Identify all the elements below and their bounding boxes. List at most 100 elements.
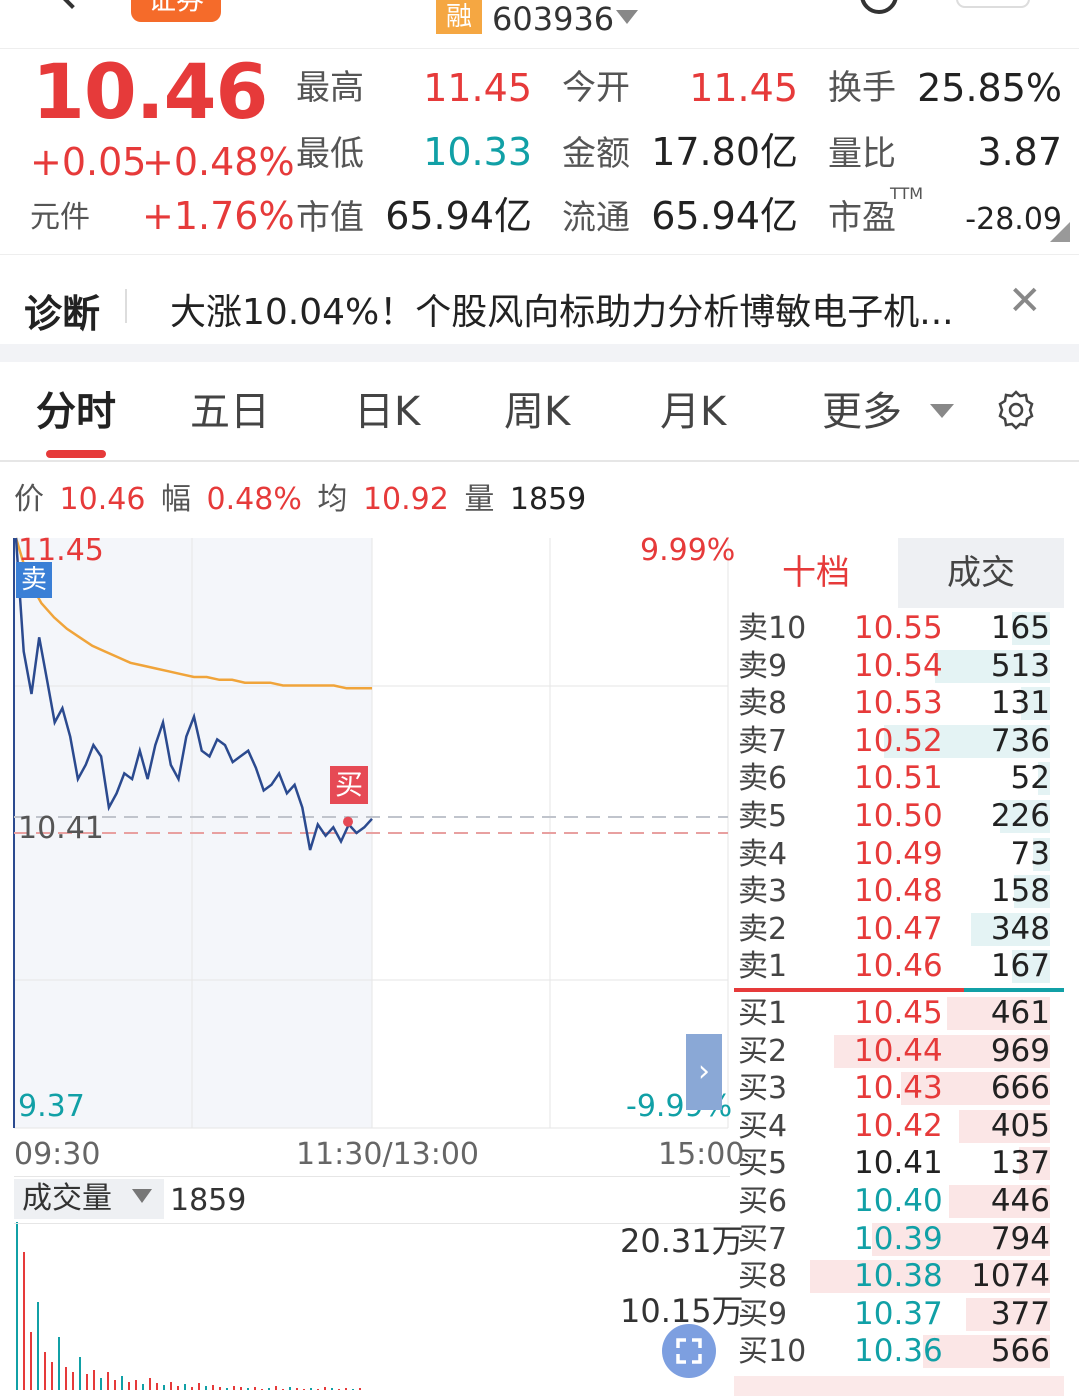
- diagnosis-bar[interactable]: 诊断 大涨10.04%！个股风向标助力分析博敏电子机... ✕: [0, 254, 1079, 345]
- top-bar: 证券 融 603936: [0, 0, 1079, 49]
- float-cap-label: 流通: [562, 198, 630, 238]
- search-icon[interactable]: [860, 0, 898, 14]
- unit-label: 元件: [30, 200, 90, 235]
- sell-row[interactable]: 卖9 10.54 513: [734, 648, 1064, 685]
- buy-row[interactable]: 买9 10.37 377: [734, 1296, 1064, 1333]
- amount-label: 金额: [562, 134, 630, 174]
- tab-more[interactable]: 更多: [822, 389, 902, 435]
- pe-value: -28.09: [965, 202, 1062, 237]
- buy-price: 10.43: [854, 1070, 943, 1107]
- close-icon[interactable]: ✕: [1008, 278, 1042, 324]
- sell-row[interactable]: 卖6 10.51 52: [734, 760, 1064, 797]
- volume-bar: [317, 1389, 319, 1390]
- expand-corner-icon[interactable]: [1050, 222, 1070, 242]
- sell-volume: 131: [990, 685, 1050, 722]
- buy-volume: 377: [990, 1295, 1050, 1332]
- intraday-chart[interactable]: [0, 530, 730, 1390]
- average-price-line: [14, 537, 372, 690]
- caret-down-icon[interactable]: [930, 404, 954, 418]
- low-label: 最低: [296, 134, 364, 174]
- buy-row[interactable]: 买6 10.40 446: [734, 1183, 1064, 1220]
- tab-five-day[interactable]: 五日: [190, 389, 270, 435]
- sell-signal-tag[interactable]: 卖: [16, 562, 52, 598]
- volume-bar: [79, 1357, 81, 1390]
- expand-chart-button[interactable]: ›: [686, 1034, 722, 1110]
- low-value: 10.33: [423, 130, 532, 174]
- volume-bar: [247, 1388, 249, 1390]
- buy-price: 10.45: [854, 995, 943, 1031]
- sell-row[interactable]: 卖4 10.49 73: [734, 836, 1064, 873]
- tab-daily-k[interactable]: 日K: [354, 389, 421, 435]
- time-start-label: 09:30: [14, 1137, 101, 1172]
- volume-bar: [156, 1383, 158, 1390]
- tab-ten-levels[interactable]: 十档: [734, 538, 898, 608]
- pct-axis-high-label: 9.99%: [640, 533, 736, 568]
- volume-bar: [121, 1376, 123, 1390]
- sell-row[interactable]: 卖3 10.48 158: [734, 873, 1064, 910]
- stock-code[interactable]: 603936: [492, 0, 615, 38]
- sell-volume-bar: [971, 912, 1050, 946]
- buy-volume: 794: [990, 1220, 1050, 1257]
- sell-level-label: 卖8: [738, 686, 788, 722]
- more-options-pill[interactable]: [956, 0, 1030, 8]
- tab-transactions[interactable]: 成交: [898, 538, 1064, 608]
- tab-monthly-k[interactable]: 月K: [660, 389, 727, 435]
- fullscreen-button[interactable]: [662, 1324, 716, 1378]
- intraday-info-line: 价 10.46 幅 0.48% 均 10.92 量 1859: [14, 482, 592, 518]
- buy-level-label: 买7: [738, 1221, 788, 1257]
- tab-intraday[interactable]: 分时: [36, 389, 116, 435]
- sell-level-label: 卖2: [738, 911, 788, 947]
- buy-signal-tag[interactable]: 买: [330, 766, 368, 804]
- sell-volume: 513: [990, 647, 1050, 684]
- sell-volume-bar: [1014, 875, 1050, 909]
- volume-bar: [198, 1383, 200, 1390]
- volume-bar: [93, 1370, 95, 1390]
- gear-icon[interactable]: [996, 390, 1036, 430]
- volume-bar: [58, 1337, 60, 1390]
- caret-down-icon[interactable]: [132, 1189, 152, 1203]
- volume-bar: [212, 1385, 214, 1390]
- buy-row[interactable]: 买7 10.39 794: [734, 1221, 1064, 1258]
- buy-row[interactable]: 买1 10.45 461: [734, 995, 1064, 1032]
- buy-row[interactable]: 买3 10.43 666: [734, 1070, 1064, 1107]
- securities-badge: 证券: [131, 0, 221, 22]
- diagnosis-title: 诊断: [24, 292, 101, 336]
- buy-row[interactable]: 买8 10.38 1074: [734, 1258, 1064, 1295]
- buy-volume: 566: [990, 1333, 1050, 1370]
- sell-row[interactable]: 卖10 10.55 165: [734, 610, 1064, 647]
- sell-row[interactable]: 卖7 10.52 736: [734, 723, 1064, 760]
- sell-row[interactable]: 卖5 10.50 226: [734, 798, 1064, 835]
- volume-bar: [254, 1387, 256, 1390]
- buy-row[interactable]: 买4 10.42 405: [734, 1108, 1064, 1145]
- chevron-down-icon[interactable]: [616, 10, 638, 24]
- back-icon[interactable]: [55, 0, 89, 9]
- volume-bar: [16, 1222, 18, 1390]
- volume-value: 1859: [509, 482, 587, 517]
- buy-row[interactable]: 买2 10.44 969: [734, 1033, 1064, 1070]
- volume-bar: [86, 1374, 88, 1390]
- buy-row[interactable]: 买10 10.36 566: [734, 1333, 1064, 1370]
- ttm-label: TTM: [890, 184, 924, 203]
- buy-row[interactable]: 买5 10.41 137: [734, 1145, 1064, 1182]
- y-axis-high-label: 11.45: [18, 533, 104, 568]
- sell-row[interactable]: 卖8 10.53 131: [734, 685, 1064, 722]
- diagnosis-headline[interactable]: 大涨10.04%！个股风向标助力分析博敏电子机...: [170, 292, 954, 333]
- market-cap-label: 市值: [296, 198, 364, 238]
- sell-row[interactable]: 卖2 10.47 348: [734, 911, 1064, 948]
- buy-volume: 666: [990, 1070, 1050, 1107]
- tab-weekly-k[interactable]: 周K: [504, 389, 571, 435]
- sell-volume: 52: [1010, 760, 1050, 797]
- sell-volume-bar: [1000, 800, 1050, 833]
- buy-volume-bar: [947, 997, 1050, 1030]
- fullscreen-icon: [676, 1338, 702, 1364]
- order-book-divider-sell: [734, 988, 964, 992]
- volume-bar: [345, 1388, 347, 1390]
- sell-volume: 165: [990, 610, 1050, 646]
- margin-trading-badge: 融: [436, 0, 482, 34]
- volume-ratio-label: 量比: [828, 134, 896, 174]
- order-book-divider-buy: [964, 988, 1064, 992]
- float-cap-value: 65.94亿: [651, 194, 798, 238]
- volume-bar: [275, 1386, 277, 1390]
- sell-row[interactable]: 卖1 10.46 167: [734, 948, 1064, 985]
- sell-price: 10.48: [854, 873, 943, 910]
